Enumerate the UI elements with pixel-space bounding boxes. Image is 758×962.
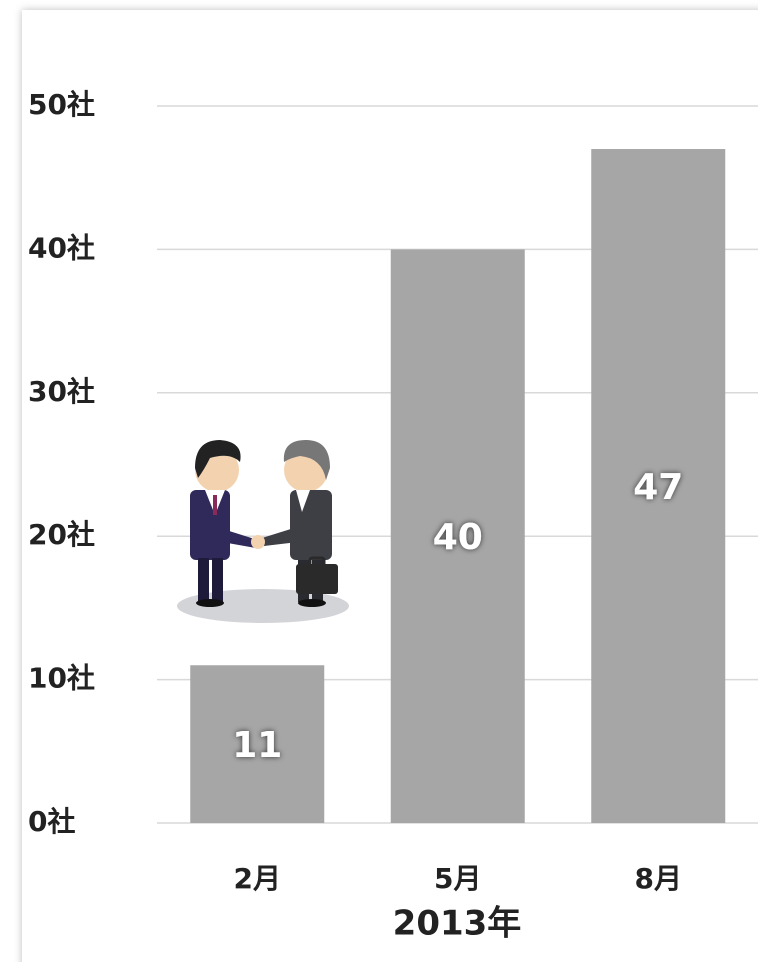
y-tick-label: 10社 [28,662,95,695]
data-label: 47 [633,467,683,508]
data-label: 11 [232,725,282,766]
y-tick-label: 40社 [28,231,95,264]
x-tick-label: 2月 [234,862,281,895]
x-tick-label: 8月 [635,862,682,895]
chart: 0社 10社 20社 30社 40社 50社 2月 5月 8月 11 40 47 2013年 [0,0,758,962]
y-tick-label: 0社 [28,805,75,838]
data-label: 40 [433,517,483,558]
y-tick-label: 20社 [28,518,95,551]
y-tick-label: 50社 [28,88,95,121]
y-tick-label: 30社 [28,375,95,408]
x-axis-label: 2013年 [393,904,522,944]
x-tick-label: 5月 [434,862,481,895]
